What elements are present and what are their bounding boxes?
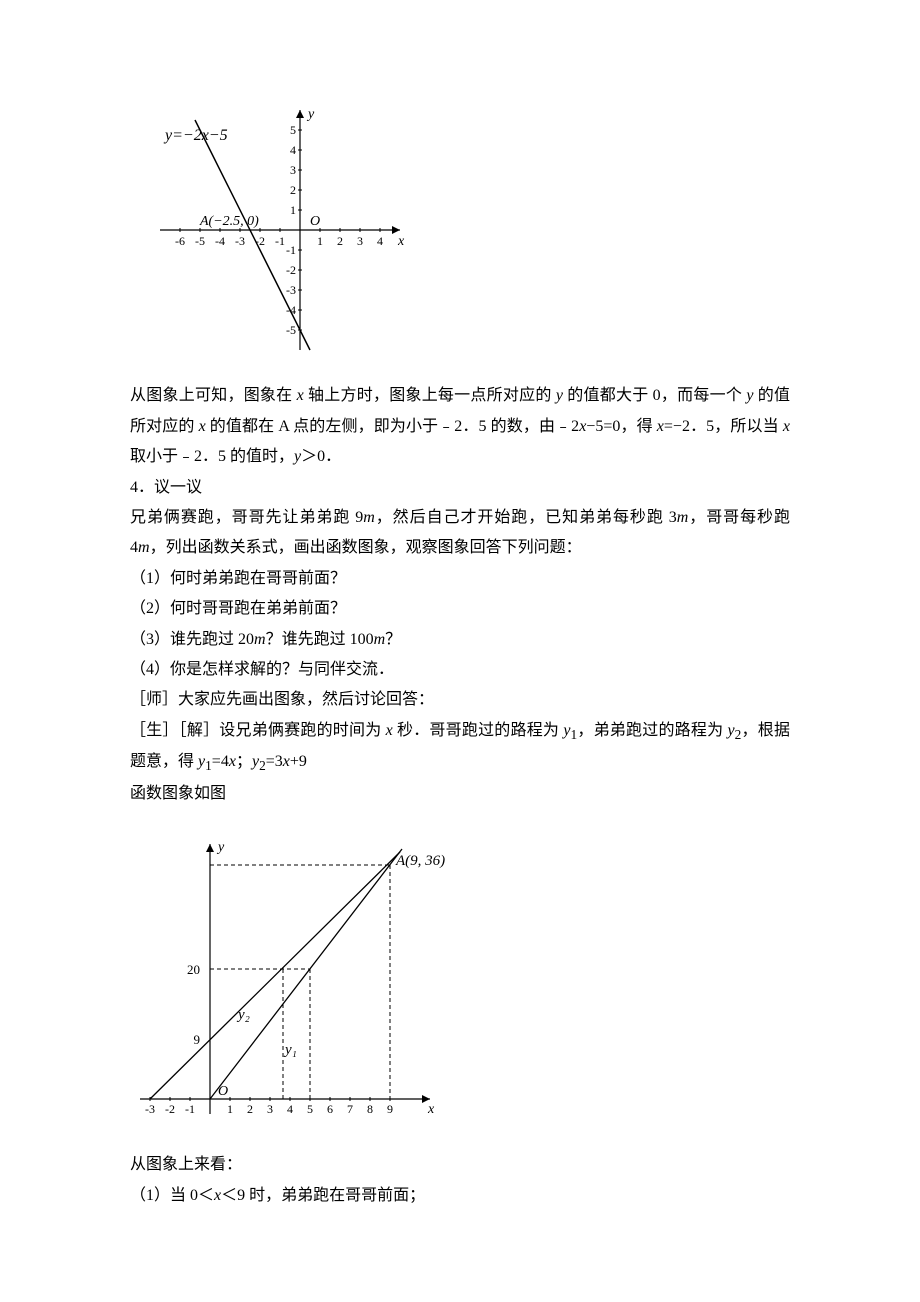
svg-text:4: 4 [290,143,296,157]
svg-text:y₁: y₁ [283,1042,297,1058]
paragraph-2: 兄弟俩赛跑，哥哥先让弟弟跑 9m，然后自己才开始跑，已知弟弟每秒跑 3m，哥哥每… [130,503,790,564]
svg-text:y: y [216,840,225,855]
question-2: （2）何时哥哥跑在弟弟前面？ [130,594,790,624]
svg-text:-1: -1 [185,1102,195,1116]
svg-text:1: 1 [290,203,296,217]
svg-text:2: 2 [337,234,343,248]
svg-text:3: 3 [357,234,363,248]
paragraph-4: ［生］［解］设兄弟俩赛跑的时间为 x 秒．哥哥跑过的路程为 y1，弟弟跑过的路程… [130,716,790,779]
question-4: （4）你是怎样求解的？与同伴交流． [130,655,790,685]
paragraph-1: 从图象上可知，图象在 x 轴上方时，图象上每一点所对应的 y 的值都大于 0，而… [130,381,790,472]
svg-text:-3: -3 [286,283,296,297]
svg-text:-5: -5 [195,234,205,248]
svg-text:-4: -4 [215,234,225,248]
svg-text:-2: -2 [165,1102,175,1116]
svg-text:6: 6 [327,1102,333,1116]
svg-text:7: 7 [347,1102,353,1116]
svg-text:8: 8 [367,1102,373,1116]
paragraph-3: ［师］大家应先画出图象，然后讨论回答： [130,685,790,715]
svg-text:x: x [427,1102,435,1117]
heading-4: 4．议一议 [130,473,790,503]
svg-text:2: 2 [290,183,296,197]
svg-text:O: O [310,214,320,229]
chart2-point-a: A(9, 36) [395,853,445,869]
svg-text:2: 2 [247,1102,253,1116]
chart1-point-a: A(−2.5, 0) [199,214,259,229]
svg-text:-6: -6 [175,234,185,248]
svg-text:y₂: y₂ [236,1007,250,1023]
svg-text:20: 20 [187,962,200,977]
svg-text:y: y [306,107,315,122]
svg-text:1: 1 [227,1102,233,1116]
svg-text:5: 5 [290,123,296,137]
svg-text:3: 3 [267,1102,273,1116]
svg-text:9: 9 [194,1032,201,1047]
svg-text:9: 9 [387,1102,393,1116]
svg-text:-1: -1 [275,234,285,248]
paragraph-6: 从图象上来看： [130,1150,790,1180]
chart1-svg: -6 -5 -4 -3 -2 -1 1 2 3 4 [130,100,430,360]
svg-text:-2: -2 [286,263,296,277]
svg-text:1: 1 [317,234,323,248]
svg-text:-2: -2 [255,234,265,248]
question-1: （1）何时弟弟跑在哥哥前面？ [130,564,790,594]
svg-text:4: 4 [377,234,383,248]
question-3: （3）谁先跑过 20m？谁先跑过 100m？ [130,625,790,655]
svg-text:5: 5 [307,1102,313,1116]
chart1-figure: -6 -5 -4 -3 -2 -1 1 2 3 4 [130,100,790,371]
chart2-figure: -3 -2 -1 1 2 3 4 5 6 7 8 9 [130,829,790,1140]
svg-text:-3: -3 [145,1102,155,1116]
chart2-svg: -3 -2 -1 1 2 3 4 5 6 7 8 9 [130,829,470,1129]
svg-text:4: 4 [287,1102,293,1116]
paragraph-5: 函数图象如图 [130,779,790,809]
svg-text:-3: -3 [235,234,245,248]
paragraph-7: （1）当 0＜x＜9 时，弟弟跑在哥哥前面； [130,1181,790,1211]
chart1-eq-label: y=−2x−5 [163,127,228,144]
svg-text:-1: -1 [286,243,296,257]
svg-text:-5: -5 [286,323,296,337]
svg-text:x: x [397,234,405,249]
svg-text:3: 3 [290,163,296,177]
